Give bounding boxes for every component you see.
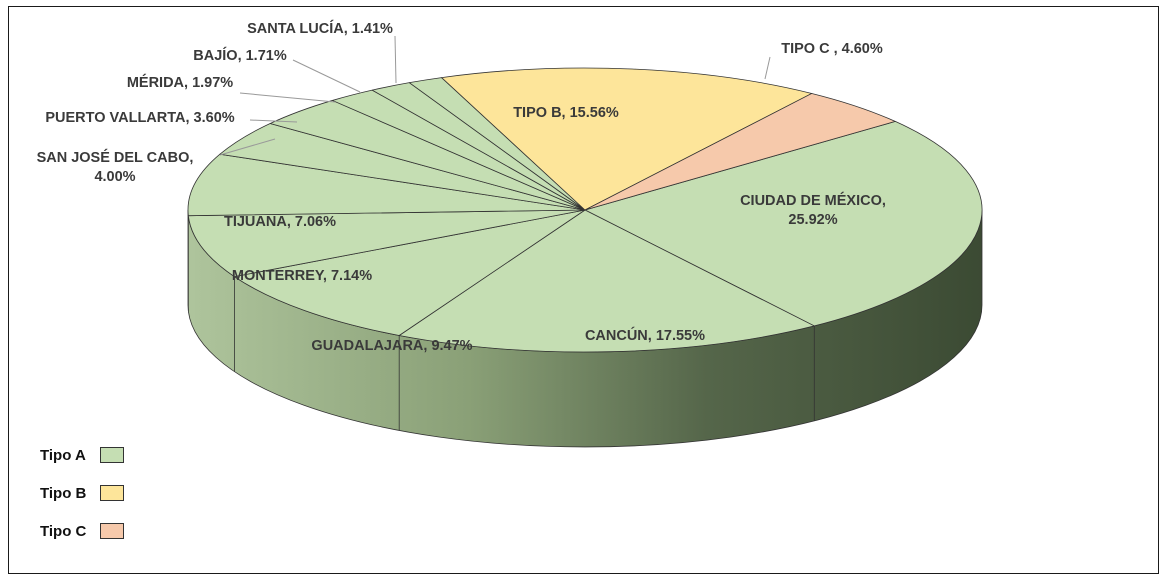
legend-label-tipo-b: Tipo B [40, 484, 87, 502]
slice-label-merida: MÉRIDA, 1.97% [127, 74, 233, 91]
legend-swatch-tipo-b [100, 485, 124, 501]
legend-item-tipo-a: Tipo A [40, 436, 124, 474]
slice-label-cancun: CANCÚN, 17.55% [585, 326, 705, 344]
pie-slice-tijuana [187, 153, 586, 217]
pie-slice-tipo-b [441, 67, 813, 211]
slice-label-ciudad-de-mexico: CIUDAD DE MÉXICO, 25.92% [740, 192, 886, 228]
leader-line-bajio [292, 59, 361, 93]
pie-slice-cancun [398, 209, 815, 353]
slice-label-san-jose-del-cabo: SAN JOSÉ DEL CABO, 4.00% [37, 149, 194, 185]
slice-label-monterrey: MONTERREY, 7.14% [232, 268, 372, 284]
slice-label-bajio: BAJÍO, 1.71% [193, 47, 287, 64]
slice-label-santa-lucia: SANTA LUCÍA, 1.41% [247, 20, 393, 37]
slice-label-puerto-vallarta: PUERTO VALLARTA, 3.60% [45, 110, 234, 126]
leader-line-santa-lucia [394, 35, 397, 84]
legend-swatch-tipo-a [100, 447, 124, 463]
leader-line-merida [239, 92, 336, 103]
legend-swatch-tipo-c [100, 523, 124, 539]
pie-slice-ciudad-de-mexico [584, 121, 983, 327]
legend-item-tipo-c: Tipo C [40, 512, 124, 550]
legend-label-tipo-c: Tipo C [40, 522, 87, 540]
legend-label-tipo-a: Tipo A [40, 446, 86, 464]
slice-label-tipo-b: TIPO B, 15.56% [513, 105, 619, 121]
slice-label-guadalajara: GUADALAJARA, 9.47% [311, 338, 472, 354]
leader-line-san-jose-del-cabo [219, 138, 276, 156]
leader-line-tipo-c [764, 56, 771, 80]
pie-slice-monterrey [187, 209, 586, 278]
leader-line-puerto-vallarta [249, 119, 298, 123]
pie-slice-guadalajara [234, 209, 586, 336]
legend: Tipo A Tipo B Tipo C [40, 436, 124, 550]
slice-label-tipo-c: TIPO C , 4.60% [781, 41, 883, 57]
slice-label-tijuana: TIJUANA, 7.06% [224, 214, 336, 230]
legend-item-tipo-b: Tipo B [40, 474, 124, 512]
pie-slice-tipo-c [584, 93, 896, 211]
